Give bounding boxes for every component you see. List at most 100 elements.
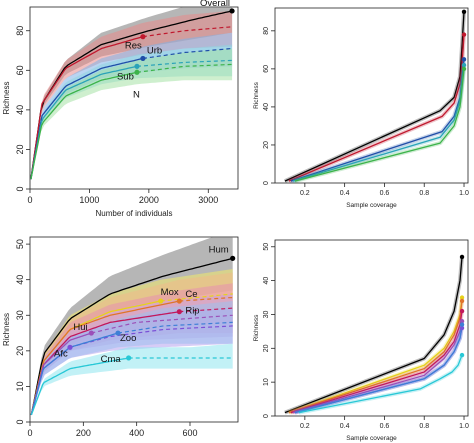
x-tick-label: 0.4 [340,190,350,197]
coverage-end-point-zoo [459,322,465,327]
x-tick-label: 1.0 [459,423,469,430]
series-line-n [30,71,138,180]
observed-point-sub [134,63,140,69]
y-tick-label: 40 [15,105,25,115]
y-tick-label: 40 [263,103,270,111]
coverage-line-mox [288,297,463,414]
series-label-ce: Ce [185,289,197,300]
confidence-band-overall [30,7,233,180]
x-tick-label: 3000 [198,195,218,205]
y-axis-label: Richness [2,82,11,115]
x-tick-label: 0 [27,428,32,438]
series-extrapolation-mox [160,293,233,302]
y-axis-label: Richness [253,81,260,108]
y-tick-label: 50 [263,243,270,251]
x-tick-label: 0.6 [380,190,390,197]
series-line-sub [30,65,138,180]
observed-point-rip [176,309,182,315]
y-tick-label: 20 [15,144,25,154]
chart-panel-top-right: 0.2 0.4 0.6 0.8 1.0 0 20 40 60 80 Sample coverage R… [253,7,469,209]
observed-point-ce [176,298,182,304]
series-label-cma: Cma [101,354,122,365]
coverage-line-overall [284,11,465,182]
y-tick-label: 20 [263,344,270,352]
series-label-zoo: Zoo [120,333,136,344]
coverage-line-hum [284,256,463,414]
confidence-band-n [30,48,233,180]
series-line-rip [30,311,180,416]
y-tick-label: 40 [15,275,25,285]
confidence-band-res [30,11,233,180]
coverage-end-point-hum [459,254,465,260]
x-tick-label: 1.0 [459,190,469,197]
x-tick-label: 0.6 [380,423,390,430]
coverage-line-ce [288,300,463,414]
plot-frame [29,236,239,423]
y-tick-label: 80 [263,27,270,35]
series-line-hum [30,257,233,416]
series-extrapolation-zoo [117,321,233,334]
x-tick-label: 0.8 [419,423,429,430]
coverage-line-n [294,68,465,182]
observed-point-mox [158,298,164,304]
coverage-line-zoo [294,324,463,414]
series-label-urb: Urb [147,45,162,56]
series-line-zoo [30,332,119,416]
observed-point-res [140,34,146,40]
x-tick-label: 0.2 [300,423,310,430]
coverage-end-point-cma [459,352,465,358]
y-tick-label: 30 [15,310,25,320]
coverage-line-cma [298,354,463,414]
y-tick-label: 30 [263,310,270,318]
y-tick-label: 10 [15,381,25,391]
coverage-end-point-sub [461,62,467,68]
coverage-end-point-res [461,32,467,37]
plot-area [30,237,233,416]
observed-point-overall [229,8,235,14]
y-tick-label: 60 [263,65,270,73]
plot-area [30,7,233,180]
plot-area [284,11,466,183]
coverage-end-point-hui [459,319,465,324]
series-line-cma [30,357,129,416]
plot-frame [29,6,239,190]
coverage-end-point-urb [461,57,467,62]
y-tick-label: 80 [15,26,25,36]
chart-panel-bottom-left: 0 200 400 600 0 10 20 30 40 50 Richness Hum Mox Ce Rip… [2,236,239,438]
x-tick-label: 1000 [79,195,99,205]
y-tick-label: 40 [263,277,270,285]
x-tick-label: 2000 [139,195,159,205]
series-label-afc: Afc [54,348,68,359]
plot-area [284,256,464,415]
observed-point-urb [140,55,146,62]
y-tick-label: 0 [263,181,270,185]
x-tick-label: 0.8 [419,190,429,197]
observed-point-hui [88,330,94,336]
chart-panel-bottom-right: 0.2 0.4 0.6 0.8 1.0 0 10 20 30 40 50 Sample coverag… [253,239,469,442]
x-axis-label: Number of individuals [96,209,173,218]
series-extrapolation-sub [136,59,233,67]
x-tick-label: 0.4 [340,423,350,430]
plot-frame [274,239,469,417]
x-axis-label: Sample coverage [346,202,397,209]
y-axis-label: Richness [2,313,11,346]
chart-panel-top-left: 0 1000 2000 3000 0 20 40 60 80 Number of individu… [2,0,239,218]
series-label-hum: Hum [209,244,229,255]
series-label-hui: Hui [73,322,87,333]
y-tick-label: 0 [263,414,270,418]
x-tick-label: 600 [182,428,197,438]
coverage-end-point-afc [459,325,465,331]
observed-point-afc [67,344,73,350]
coverage-end-point-overall [461,9,467,15]
observed-point-n [134,69,140,75]
coverage-end-point-ce [459,298,465,304]
series-line-overall [30,10,233,180]
y-tick-label: 0 [15,419,25,424]
series-label-n: N [133,89,140,100]
coverage-end-point-n [461,66,467,72]
series-label-mox: Mox [161,287,179,298]
y-axis-label: Richness [253,314,260,341]
series-line-ce [30,300,180,416]
series-label-res: Res [125,41,142,52]
